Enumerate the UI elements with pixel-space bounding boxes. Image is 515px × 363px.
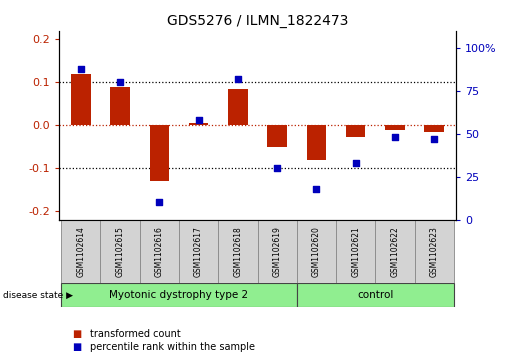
Text: GSM1102619: GSM1102619 [272, 226, 282, 277]
Text: GSM1102621: GSM1102621 [351, 226, 360, 277]
Text: GSM1102622: GSM1102622 [390, 226, 400, 277]
Text: disease state ▶: disease state ▶ [3, 290, 73, 299]
Text: Myotonic dystrophy type 2: Myotonic dystrophy type 2 [109, 290, 249, 300]
Bar [61, 220, 100, 283]
Text: transformed count: transformed count [90, 329, 181, 339]
Bar [61, 283, 297, 307]
Bar [297, 220, 336, 283]
Bar [415, 220, 454, 283]
Point [77, 66, 85, 72]
Title: GDS5276 / ILMN_1822473: GDS5276 / ILMN_1822473 [167, 15, 348, 28]
Text: percentile rank within the sample: percentile rank within the sample [90, 342, 255, 352]
Bar [100, 220, 140, 283]
Text: GSM1102616: GSM1102616 [155, 226, 164, 277]
Bar [346, 125, 366, 137]
Bar [218, 220, 258, 283]
Bar [375, 220, 415, 283]
Point [155, 200, 163, 205]
Point [116, 79, 124, 85]
Bar [267, 125, 287, 147]
Text: control: control [357, 290, 393, 300]
Text: GSM1102620: GSM1102620 [312, 226, 321, 277]
Point [391, 134, 399, 140]
Bar [110, 87, 130, 125]
Text: ■: ■ [72, 342, 81, 352]
Text: GSM1102615: GSM1102615 [115, 226, 125, 277]
Point [273, 165, 281, 171]
Point [234, 76, 242, 82]
Bar [140, 220, 179, 283]
Bar [149, 125, 169, 181]
Text: GSM1102623: GSM1102623 [430, 226, 439, 277]
Bar [228, 89, 248, 125]
Bar [424, 125, 444, 132]
Text: ■: ■ [72, 329, 81, 339]
Point [430, 136, 438, 142]
Bar [297, 283, 454, 307]
Bar [179, 220, 218, 283]
Bar [306, 125, 326, 160]
Bar [258, 220, 297, 283]
Point [312, 186, 320, 192]
Bar [336, 220, 375, 283]
Point [352, 160, 360, 166]
Bar [385, 125, 405, 130]
Text: GSM1102618: GSM1102618 [233, 226, 243, 277]
Point [195, 117, 203, 123]
Bar [189, 123, 209, 125]
Text: GSM1102614: GSM1102614 [76, 226, 85, 277]
Bar [71, 74, 91, 125]
Text: GSM1102617: GSM1102617 [194, 226, 203, 277]
